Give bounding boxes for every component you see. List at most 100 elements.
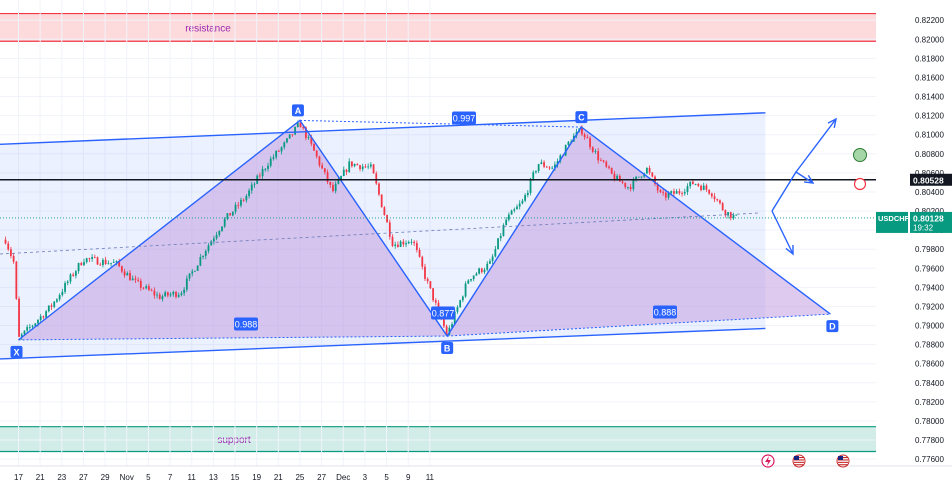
- candle-body: [667, 193, 670, 198]
- candle-body: [37, 319, 39, 324]
- candle-body: [245, 195, 248, 201]
- candle-body: [505, 219, 508, 226]
- price-axis[interactable]: 0.82200 0.82000 0.81800 0.81600 0.81400 0.812…: [876, 0, 952, 486]
- candle-body: [405, 243, 407, 245]
- time-tick-label: 15: [231, 473, 240, 482]
- candle-body: [551, 167, 554, 169]
- channel-bottom-line: [0, 327, 766, 360]
- candle-body: [169, 294, 172, 296]
- symbol-tag-bg: [876, 211, 908, 233]
- time-tick-label: 21: [274, 473, 283, 482]
- candle-body: [586, 137, 589, 139]
- candle-body: [716, 199, 719, 201]
- candle-body: [351, 161, 353, 167]
- candle-body: [391, 236, 394, 247]
- candle-body: [18, 298, 20, 337]
- candle-body: [697, 183, 700, 186]
- candle-body: [499, 235, 502, 239]
- candle-body: [269, 158, 272, 166]
- candle-body: [23, 330, 26, 335]
- candle-body: [705, 185, 708, 190]
- candle-body: [537, 164, 540, 172]
- candle-body: [34, 323, 37, 326]
- candle-body: [88, 258, 91, 260]
- candle-body: [310, 136, 313, 144]
- candle-body: [637, 176, 640, 178]
- point-label-B-bg: [441, 342, 454, 355]
- candle-body: [353, 163, 356, 167]
- candle-body: [139, 280, 142, 288]
- candle-body: [605, 161, 608, 167]
- candle-body: [394, 244, 397, 247]
- candle-body: [226, 213, 229, 219]
- candle-body: [332, 184, 334, 192]
- candle-body: [673, 191, 675, 194]
- candle-body: [516, 206, 518, 210]
- candle-body: [123, 271, 126, 276]
- candle-body: [491, 256, 494, 262]
- price-tick-label: 0.81800: [915, 54, 944, 63]
- candle-body: [426, 278, 429, 282]
- candle-body: [383, 207, 386, 216]
- candle-body: [624, 182, 627, 188]
- candle-body: [494, 249, 497, 257]
- price-tick-label: 0.77600: [915, 455, 944, 464]
- candle-body: [613, 173, 616, 181]
- candle-body: [202, 255, 204, 258]
- candle-body: [529, 178, 532, 193]
- candle-body: [334, 183, 337, 192]
- candle-body: [7, 243, 10, 250]
- ac-dotted-line: [299, 119, 582, 128]
- time-axis[interactable]: 17 21 23 27 29 Nov 5 7 11 13 15 19 21 25 27 Dec 3 5 9 11: [0, 454, 952, 486]
- candle-body: [315, 150, 318, 157]
- candle-body: [380, 194, 383, 208]
- price-tick-label: 0.79600: [915, 264, 944, 273]
- candle-body: [15, 261, 18, 299]
- time-tick-label: 5: [146, 473, 151, 482]
- candle-body: [175, 291, 177, 297]
- candle-body: [583, 134, 586, 138]
- candle-body: [535, 171, 537, 173]
- candle-body: [413, 241, 416, 244]
- candle-body: [191, 271, 194, 274]
- candle-body: [112, 262, 115, 263]
- candle-body: [39, 316, 42, 320]
- mid-dashed-line: [0, 212, 759, 255]
- candle-body: [594, 151, 597, 152]
- candle-body: [602, 160, 605, 162]
- candle-body: [185, 278, 188, 290]
- candle-body: [148, 286, 150, 290]
- candle-body: [664, 192, 667, 198]
- candle-body: [110, 262, 112, 264]
- channel-top-line: [0, 112, 766, 145]
- candle-body: [548, 167, 551, 169]
- candle-body: [248, 190, 250, 196]
- candle-body: [448, 327, 451, 335]
- level-price-tag-bg: [910, 173, 952, 186]
- candle-body: [85, 258, 88, 263]
- candle-body: [150, 289, 153, 291]
- triangle-bcd: [447, 127, 831, 337]
- price-tick-label: 0.79800: [915, 245, 944, 254]
- time-tick-label: 11: [426, 473, 435, 482]
- candle-body: [26, 327, 29, 331]
- candle-body: [80, 263, 83, 266]
- candle-body: [407, 242, 410, 244]
- candle-body: [321, 165, 324, 169]
- price-tick-label: 0.81200: [915, 112, 944, 121]
- candle-body: [543, 162, 545, 167]
- candle-body: [45, 311, 48, 318]
- flag-stripe-icon: [838, 461, 848, 463]
- candle-body: [683, 191, 686, 194]
- candle-body: [93, 257, 96, 258]
- candle-body: [702, 185, 705, 191]
- candle-body: [480, 268, 483, 273]
- candle-body: [250, 184, 253, 191]
- time-tick-label: 19: [252, 473, 261, 482]
- candle-body: [4, 239, 7, 244]
- triangle-xab: [18, 120, 448, 340]
- candle-body: [237, 204, 240, 206]
- candle-body: [142, 287, 145, 289]
- candle-body: [337, 179, 340, 184]
